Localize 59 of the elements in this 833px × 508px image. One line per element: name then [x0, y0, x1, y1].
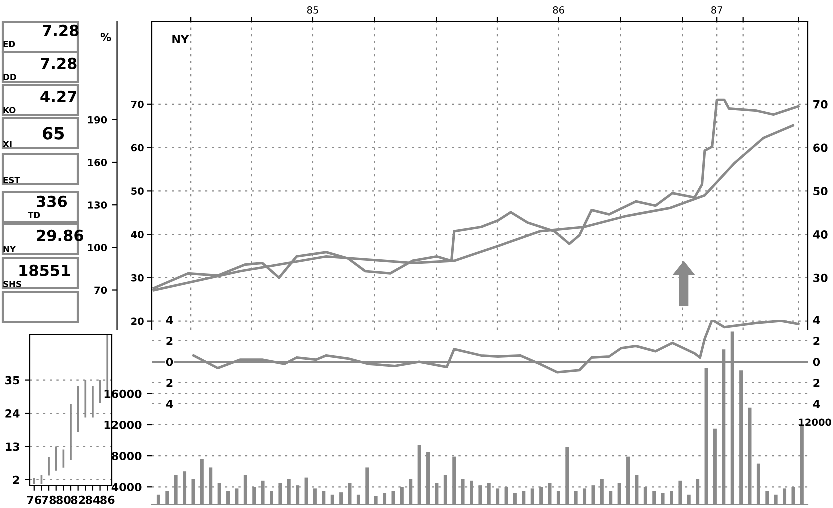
- text: 29.86: [37, 230, 84, 242]
- y-tick-label: 4: [166, 400, 174, 408]
- y3-tick-label: 130: [88, 202, 108, 209]
- text: 4.27: [40, 90, 76, 102]
- y-tick-label: 8000: [112, 452, 142, 460]
- y2-tick-label: 2: [814, 336, 820, 346]
- x-tick-label: 86: [100, 496, 115, 504]
- y-tick-label: 50: [132, 188, 144, 196]
- y3-tick-label: 70: [94, 286, 108, 294]
- y2-tick-label: 50: [814, 187, 828, 196]
- text: 18551: [20, 264, 70, 276]
- y2-tick-label: 4: [813, 316, 820, 324]
- y3-axis-title: %: [100, 33, 112, 42]
- x-tick-label: 87: [712, 6, 722, 14]
- y2-tick-label: 40: [813, 230, 828, 239]
- text: SHS: [4, 281, 22, 288]
- y-tick-label: 13: [6, 442, 20, 452]
- text: 7.28: [41, 58, 77, 70]
- y2-tick-label: 2: [814, 378, 820, 388]
- text: KO: [4, 107, 16, 114]
- y-tick-label: 4000: [112, 483, 142, 492]
- x-tick-label: 82: [71, 496, 86, 504]
- y2-tick-label: 0: [813, 358, 820, 366]
- y2-tick-label: 60: [814, 144, 828, 152]
- x-tick-label: 86: [553, 6, 564, 14]
- y2-tick-label: 70: [814, 100, 828, 109]
- y-tick-label: 2: [166, 336, 173, 346]
- x-tick-label: 76: [27, 496, 42, 504]
- text: 7.28: [43, 24, 79, 36]
- text: NY: [4, 246, 16, 252]
- y-tick-label: 60: [131, 144, 144, 152]
- text: ED: [4, 41, 16, 48]
- y-tick-label: 2: [166, 378, 173, 388]
- y-tick-label: 2: [13, 476, 20, 484]
- y-tick-label: 30: [131, 274, 144, 282]
- text: 65: [43, 127, 64, 140]
- y-tick-label: 40: [131, 231, 144, 238]
- x-tick-label: 78: [42, 496, 56, 504]
- y-tick-label: 0: [166, 358, 174, 366]
- text: DD: [4, 74, 16, 80]
- text: 336: [37, 196, 68, 208]
- annotation: NY: [172, 35, 190, 44]
- text: EST: [4, 177, 20, 184]
- y-tick-label: 24: [6, 409, 20, 418]
- y2-tick-label: 30: [814, 274, 828, 282]
- x-tick-label: 84: [86, 496, 100, 504]
- x-tick-label: 80: [56, 496, 71, 504]
- y-tick-label: 20: [132, 318, 144, 326]
- y-tick-label: 70: [131, 100, 144, 108]
- y3-tick-label: 100: [88, 244, 108, 252]
- text: XI: [3, 141, 12, 148]
- y-tick-label: 35: [6, 376, 20, 385]
- x-tick-label: 85: [307, 6, 318, 14]
- text: TD: [28, 212, 40, 218]
- y3-tick-label: 160: [88, 158, 108, 166]
- annotation: 12000: [799, 418, 832, 426]
- y3-tick-label: 190: [88, 116, 108, 124]
- y2-tick-label: 4: [813, 400, 820, 408]
- y-tick-label: 4: [166, 316, 174, 324]
